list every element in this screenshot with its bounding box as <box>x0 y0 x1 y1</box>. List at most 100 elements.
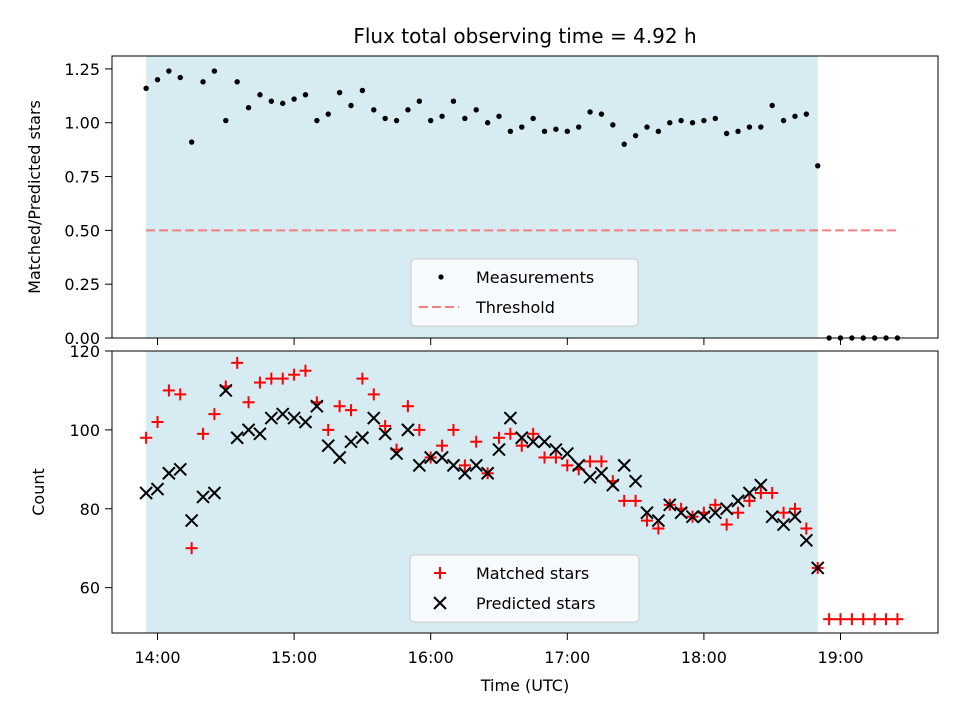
predicted-star-point <box>435 450 449 465</box>
predicted-star-point <box>594 466 609 480</box>
predicted-star-point <box>412 458 427 473</box>
measurement-point <box>371 107 377 113</box>
predicted-star-point <box>469 458 483 473</box>
predicted-star-point <box>663 498 677 512</box>
matched-star-point <box>174 388 187 401</box>
top-legend: Measurements Threshold <box>410 258 639 327</box>
matched-star-point <box>527 427 540 440</box>
matched-star-point <box>618 494 631 507</box>
measurement-point <box>678 117 684 124</box>
predicted-star-point <box>219 383 233 398</box>
measurement-point <box>393 117 400 124</box>
predicted-star-point <box>241 423 256 437</box>
measurement-point <box>519 124 525 130</box>
measurement-point <box>359 87 366 94</box>
matched-star-point <box>504 427 517 440</box>
matched-star-point <box>732 506 745 519</box>
matched-star-point <box>823 613 836 626</box>
predicted-star-point <box>640 505 654 520</box>
measurement-point <box>746 124 753 130</box>
bottom-y-axis: 60 80 100 120 <box>69 342 112 598</box>
measurement-point <box>769 102 775 109</box>
predicted-star-point <box>423 450 438 465</box>
top-y-axis-label: Matched/Predicted stars <box>25 100 44 294</box>
matched-star-point <box>868 613 881 626</box>
matched-star-point <box>493 431 505 444</box>
measurement-point <box>462 115 468 122</box>
predicted-star-point <box>708 505 722 520</box>
measurement-point <box>496 113 502 119</box>
x-tick-label: 19:00 <box>817 648 863 667</box>
matched-star-point <box>288 368 301 381</box>
y-tick-label: 1.25 <box>64 60 100 79</box>
predicted-star-point <box>196 490 210 504</box>
matched-star-point <box>458 459 471 472</box>
y-tick-label: 100 <box>69 421 100 440</box>
measurement-point <box>564 128 570 135</box>
predicted-star-point <box>549 442 563 457</box>
legend-predicted-stars: Predicted stars <box>476 594 596 613</box>
matched-star-point <box>436 439 449 452</box>
matched-star-point <box>720 518 733 531</box>
y-tick-label: 120 <box>69 342 100 361</box>
measurement-point <box>268 98 275 104</box>
measurement-point <box>530 115 536 122</box>
predicted-star-point <box>401 423 415 437</box>
measurement-point <box>188 139 195 145</box>
predicted-star-point <box>685 509 700 524</box>
x-axis-label: Time (UTC) <box>480 676 569 695</box>
measurement-point <box>701 117 707 124</box>
matched-star-point <box>549 451 562 464</box>
measurement-point <box>541 128 548 135</box>
matched-star-point <box>322 423 335 436</box>
measurement-point <box>325 111 331 117</box>
measurement-point <box>644 124 650 130</box>
predicted-star-point <box>287 411 301 425</box>
matched-star-point <box>834 613 847 626</box>
predicted-star-point <box>310 399 324 413</box>
y-tick-label: 60 <box>80 579 100 598</box>
legend-matched-stars: Matched stars <box>476 564 589 583</box>
predicted-star-point <box>378 427 392 441</box>
measurement-point <box>587 109 593 115</box>
bottom-series-layer <box>139 356 904 626</box>
measurement-point <box>405 107 411 113</box>
y-tick-label: 0.75 <box>64 168 100 187</box>
measurement-point <box>553 126 559 132</box>
measurement-point <box>507 128 514 135</box>
measurement-point <box>758 124 764 130</box>
measurement-point <box>166 68 172 74</box>
predicted-star-point <box>754 478 768 492</box>
matched-star-point <box>629 494 642 507</box>
predicted-star-point <box>765 509 779 524</box>
matched-star-point <box>880 613 893 626</box>
matched-star-point <box>197 427 210 440</box>
predicted-star-point <box>276 407 290 421</box>
measurement-point <box>450 98 457 104</box>
matched-star-point <box>231 356 244 369</box>
x-tick-label: 17:00 <box>544 648 590 667</box>
predicted-star-point <box>697 509 711 524</box>
measurement-point <box>211 68 218 74</box>
measurement-point <box>280 100 286 107</box>
measurement-point <box>439 113 445 119</box>
predicted-star-point <box>799 533 814 548</box>
x-tick-label: 16:00 <box>408 648 454 667</box>
y-tick-label: 0.50 <box>64 221 100 240</box>
predicted-star-point <box>674 505 688 520</box>
matched-star-point <box>584 455 597 468</box>
bottom-legend: Matched stars Predicted stars <box>409 554 640 623</box>
predicted-star-point <box>162 466 176 480</box>
legend-measurements: Measurements <box>476 268 594 287</box>
measurement-point <box>428 117 434 124</box>
measurement-point <box>245 104 252 111</box>
predicted-star-point <box>719 502 734 516</box>
top-y-axis: 0.00 0.25 0.50 0.75 1.00 1.25 <box>64 60 112 348</box>
predicted-star-point <box>264 411 279 425</box>
measurement-point <box>257 92 263 98</box>
matched-star-point <box>345 404 358 417</box>
predicted-star-point <box>515 431 529 445</box>
measurement-point <box>712 115 718 122</box>
predicted-star-point <box>321 438 335 453</box>
predicted-star-point <box>150 482 165 496</box>
